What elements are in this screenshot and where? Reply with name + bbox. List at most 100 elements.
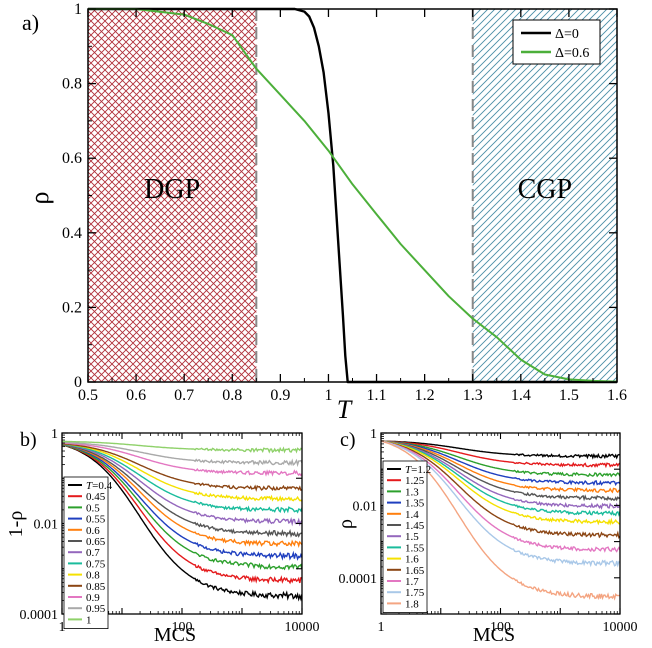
x-tick-label: 10000 bbox=[285, 620, 320, 635]
series-line-t-0-85 bbox=[62, 443, 302, 492]
legend-entry-t-0-75: 0.75 bbox=[86, 558, 106, 570]
y-tick-label: 0.0001 bbox=[339, 572, 378, 587]
series-line-t-1-75 bbox=[381, 440, 620, 568]
y-tick-label: 0.2 bbox=[62, 299, 82, 316]
series-line-t-1 bbox=[62, 440, 302, 454]
series-line-t-1-2 bbox=[381, 440, 620, 460]
y-tick-label: 1 bbox=[370, 427, 377, 442]
series-line-t-0-5 bbox=[62, 444, 302, 571]
legend-entry-t-1-4: 1.4 bbox=[405, 509, 419, 521]
panel-c-series bbox=[381, 440, 620, 601]
y-tick-label: 0.6 bbox=[62, 150, 82, 167]
x-tick-label: 1.1 bbox=[367, 387, 387, 404]
series-line-t-1-35 bbox=[381, 440, 620, 487]
series-line-t-0-4 bbox=[62, 444, 302, 602]
y-tick-label: 0.01 bbox=[34, 518, 59, 533]
panel-c-x-axis-label: MCS bbox=[473, 624, 515, 646]
series-line-t-1-45 bbox=[381, 440, 620, 502]
x-tick-label: 100 bbox=[172, 620, 193, 635]
legend-entry-t-1-25: 1.25 bbox=[405, 475, 425, 487]
panel-b-legend: T=0.40.450.50.550.60.650.70.750.80.850.9… bbox=[63, 476, 113, 630]
panel-a-label: a) bbox=[22, 10, 39, 35]
y-tick-label: 1 bbox=[51, 427, 58, 442]
x-tick-label: 1.4 bbox=[511, 387, 531, 404]
series-line-t-0-75 bbox=[62, 443, 302, 514]
legend-entry-t-0-95: 0.95 bbox=[86, 603, 106, 615]
panel-a-x-axis-label: T bbox=[337, 395, 353, 424]
phase-regions: DGP CGP bbox=[88, 9, 617, 382]
series-line-0 bbox=[88, 7, 617, 384]
y-tick-label: 0.8 bbox=[62, 76, 82, 93]
x-tick-label: 0.6 bbox=[126, 387, 146, 404]
legend-box bbox=[512, 19, 601, 65]
series-line-t-0-65 bbox=[62, 443, 302, 538]
series-line-t-1-5 bbox=[381, 440, 620, 510]
series-line-t-1-25 bbox=[381, 440, 620, 469]
legend-entry-delta-0: Δ=0 bbox=[555, 27, 579, 42]
legend-entry-t-0-55: 0.55 bbox=[86, 514, 106, 526]
panel-b: b) 1 100 10000 1 0.01 0.0001 MCS 1-ρ T=0.40.4… bbox=[5, 427, 320, 646]
series-line-t-1-65 bbox=[381, 440, 620, 540]
panel-a-y-axis-label: ρ bbox=[25, 192, 54, 205]
legend-entry-t-0-4: T=0.4 bbox=[86, 480, 113, 492]
panel-c-ticks: 1 100 10000 1 0.01 0.0001 bbox=[339, 427, 638, 635]
legend-entry-t-1-7: 1.7 bbox=[405, 576, 419, 588]
x-tick-label: 100 bbox=[490, 620, 511, 635]
x-tick-label: 0.9 bbox=[270, 387, 290, 404]
panel-b-y-axis-label: 1-ρ bbox=[5, 511, 27, 538]
legend-entry-t-0-65: 0.65 bbox=[86, 536, 106, 548]
legend-entry-t-1-3: 1.3 bbox=[405, 486, 419, 498]
series-line-t-1-55 bbox=[381, 440, 620, 517]
legend-entry-t-0-9: 0.9 bbox=[86, 592, 100, 604]
series-line-t-1-6 bbox=[381, 440, 620, 526]
series-line-t-0-9 bbox=[62, 442, 302, 477]
legend-entry-delta-0-6: Δ=0.6 bbox=[555, 46, 589, 61]
region-label-DGP: DGP bbox=[144, 174, 200, 205]
legend-entry-t-1-55: 1.55 bbox=[405, 542, 425, 554]
legend-entry-t-0-6: 0.6 bbox=[86, 525, 100, 537]
panel-b-series bbox=[62, 440, 302, 602]
panel-b-x-axis-label: MCS bbox=[154, 624, 196, 646]
legend-entry-t-0-7: 0.7 bbox=[86, 547, 100, 559]
legend-entry-t-1-8: 1.8 bbox=[405, 598, 419, 610]
panel-b-ticks: 1 100 10000 1 0.01 0.0001 bbox=[20, 427, 320, 635]
x-tick-label: 0.7 bbox=[174, 387, 194, 404]
legend-entry-t-1-5: 1.5 bbox=[405, 531, 419, 543]
x-tick-label: 1 bbox=[59, 620, 66, 635]
x-tick-label: 0.5 bbox=[78, 387, 98, 404]
panel-c-y-axis-label: ρ bbox=[335, 519, 357, 529]
panel-a: a) DGP CGP 0.5 0.6 0.7 0.8 0.9 1 1.1 1.2 1.3 1.4 1.… bbox=[22, 1, 627, 424]
legend-entry-t-0-45: 0.45 bbox=[86, 491, 106, 503]
y-tick-label: 0.4 bbox=[62, 225, 82, 242]
legend-entry-t-0-8: 0.8 bbox=[86, 570, 100, 582]
legend-entry-t-1: 1 bbox=[86, 614, 92, 626]
series-line-t-1-3 bbox=[381, 440, 620, 478]
panel-a-series bbox=[88, 7, 618, 384]
series-line-t-0-6 bbox=[62, 443, 302, 548]
panel-b-label: b) bbox=[20, 429, 37, 451]
legend-entry-t-1-45: 1.45 bbox=[405, 520, 425, 532]
x-tick-label: 1.2 bbox=[415, 387, 435, 404]
x-tick-label: 1.5 bbox=[559, 387, 579, 404]
y-tick-label: 0 bbox=[74, 374, 82, 391]
x-tick-label: 1 bbox=[324, 387, 332, 404]
series-line-0-6 bbox=[88, 8, 618, 383]
region-CGP bbox=[472, 9, 617, 382]
x-tick-label: 0.8 bbox=[222, 387, 242, 404]
region-DGP bbox=[88, 9, 257, 382]
legend-entry-t-0-5: 0.5 bbox=[86, 502, 100, 514]
legend-entry-t-1-2: T=1.2 bbox=[405, 464, 431, 476]
x-tick-label: 1 bbox=[378, 620, 385, 635]
x-tick-label: 1.6 bbox=[607, 387, 627, 404]
legend-entry-t-1-75: 1.75 bbox=[405, 587, 425, 599]
series-line-t-0-7 bbox=[62, 443, 302, 527]
legend-entry-t-1-65: 1.65 bbox=[405, 565, 425, 577]
x-tick-label: 1.3 bbox=[463, 387, 483, 404]
x-tick-label: 10000 bbox=[603, 620, 638, 635]
series-line-t-0-45 bbox=[62, 444, 302, 585]
series-line-t-0-95 bbox=[62, 441, 302, 468]
series-line-t-0-55 bbox=[62, 443, 302, 561]
series-line-t-1-4 bbox=[381, 440, 620, 494]
y-tick-label: 0.0001 bbox=[20, 608, 59, 623]
